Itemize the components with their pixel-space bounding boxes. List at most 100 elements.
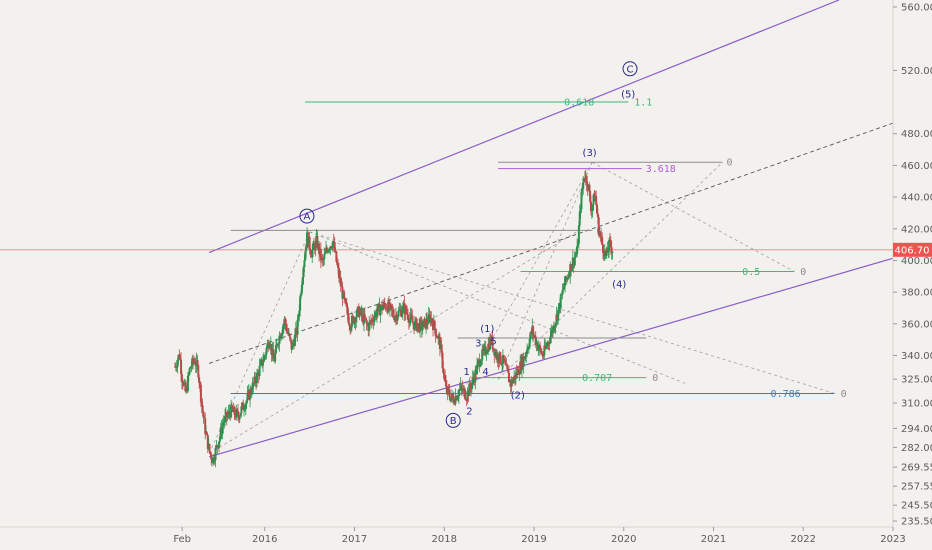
candle-body <box>426 323 429 325</box>
candle-body <box>190 366 193 368</box>
candle-body <box>608 240 611 252</box>
candle-body <box>545 346 548 349</box>
wave-label-circle <box>299 208 315 224</box>
candle-body <box>431 318 434 324</box>
candle-body <box>176 360 179 368</box>
candle-body <box>297 316 300 320</box>
candle-body <box>246 393 249 401</box>
candle-body <box>476 364 479 375</box>
candle-body <box>287 331 290 335</box>
dotted-guide-line <box>592 161 795 272</box>
candle-body <box>413 321 416 330</box>
candle-body <box>199 382 202 385</box>
candle-body <box>272 349 275 360</box>
wave-label: 4 <box>482 367 488 378</box>
candle-body <box>337 268 340 279</box>
candle-body <box>376 305 379 312</box>
candle-body <box>491 336 494 349</box>
price-axis[interactable]: 560.00 520.00 480.00 460.00 440.00 420.00 400.… <box>893 3 932 528</box>
candle-body <box>398 310 401 312</box>
candle-body <box>536 342 539 351</box>
wave-labels: A B C (1) (2) (3) (4) (5) 1 2 3 4 5 <box>299 61 638 428</box>
candle-body <box>595 195 598 205</box>
x-tick-label: 2022 <box>791 534 816 545</box>
candle-body <box>337 264 340 269</box>
candle-body <box>457 396 460 398</box>
candle-body <box>451 394 454 399</box>
candle-body <box>265 347 268 355</box>
candle-body <box>202 411 205 418</box>
candle-body <box>226 414 229 418</box>
candle-body <box>539 345 542 349</box>
candle-body <box>557 309 560 321</box>
candle-body <box>566 277 569 279</box>
candle-body <box>591 204 594 211</box>
candle-body <box>291 342 294 350</box>
candle-body <box>285 324 288 331</box>
candle-body <box>485 353 488 355</box>
candle-body <box>224 415 227 422</box>
wave-label: 1 <box>464 367 470 378</box>
candle-body <box>533 335 536 337</box>
candle-body <box>330 246 333 248</box>
y-tick-label: 480.00 <box>901 129 932 140</box>
candle-body <box>570 266 573 271</box>
candle-body <box>448 390 451 397</box>
candle-body <box>546 342 549 346</box>
candle-body <box>608 240 611 242</box>
candle-body <box>325 248 328 253</box>
candle-body <box>225 412 228 418</box>
candle-body <box>564 276 567 287</box>
candle-body <box>416 325 419 331</box>
level-label: 0.707 <box>582 373 612 384</box>
candle-body <box>366 323 369 326</box>
candle-body <box>469 383 472 388</box>
candle-body <box>563 286 566 290</box>
candle-body <box>365 319 368 324</box>
candle-body <box>405 306 408 313</box>
candle-body <box>321 258 324 260</box>
candle-body <box>368 322 371 331</box>
candle-body <box>543 345 546 356</box>
candle-body <box>311 250 314 258</box>
candle-body <box>577 243 580 247</box>
candle-body <box>206 434 209 449</box>
candle-body <box>470 383 473 390</box>
candle-body <box>397 310 400 317</box>
candle-body <box>344 299 347 305</box>
candle-body <box>476 361 479 365</box>
candle-body <box>288 333 291 338</box>
candle-body <box>428 314 431 316</box>
candle-body <box>373 316 376 323</box>
candle-body <box>567 275 570 279</box>
candle-body <box>343 291 346 298</box>
candle-body <box>486 351 489 354</box>
candle-body <box>282 323 285 327</box>
candle-body <box>312 243 315 246</box>
x-tick-label: Feb <box>173 534 191 545</box>
candle-body <box>561 290 564 295</box>
candle-body <box>526 348 529 350</box>
candle-body <box>582 181 585 190</box>
candle-body <box>300 284 303 294</box>
y-tick-label: 460.00 <box>901 161 932 172</box>
level-label: 0 <box>841 389 847 400</box>
last-price-tag: 406.70 <box>893 242 932 257</box>
time-axis[interactable]: Feb 2016 2017 2018 2019 2020 2021 2022 2023 <box>173 527 906 545</box>
candle-body <box>278 335 281 345</box>
candle-body <box>328 249 331 251</box>
candle-body <box>305 247 308 252</box>
candle-body <box>199 384 202 403</box>
wave-label: (1) <box>480 324 494 335</box>
candle-body <box>532 326 535 335</box>
last-price-value: 406.70 <box>895 245 930 256</box>
candle-body <box>595 204 598 214</box>
candle-body <box>350 327 353 330</box>
candle-body <box>331 241 334 248</box>
candle-body <box>463 389 466 399</box>
candle-body <box>575 254 578 256</box>
candle-body <box>580 192 583 210</box>
x-tick-label: 2023 <box>880 534 905 545</box>
candle-body <box>389 303 392 306</box>
